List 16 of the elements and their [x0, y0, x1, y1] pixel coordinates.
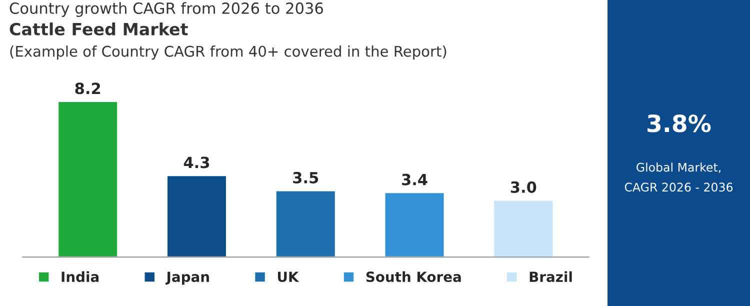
- text: Global Market,: [636, 162, 720, 173]
- legend-label: Japan: [166, 272, 209, 285]
- data-label: 4.3: [184, 156, 210, 168]
- data-label: 3.5: [293, 172, 318, 184]
- data-label: 3.4: [402, 174, 428, 186]
- data-label: 8.2: [75, 82, 100, 94]
- legend-label: India: [62, 271, 99, 282]
- data-label: 3.0: [510, 181, 536, 193]
- text: CAGR 2026 - 2036: [624, 182, 733, 192]
- text: (Example of Country CAGR from 40+ covered in the Report): [10, 46, 446, 60]
- legend-label: South Korea: [366, 271, 461, 282]
- text: 3.8%: [648, 114, 711, 132]
- legend-label: UK: [278, 272, 300, 282]
- chart-title: Country growth CAGR from 2026 to 2036: [10, 2, 323, 17]
- legend-label: Brazil: [530, 271, 572, 282]
- chart-subtitle: Cattle Feed Market: [10, 22, 188, 36]
